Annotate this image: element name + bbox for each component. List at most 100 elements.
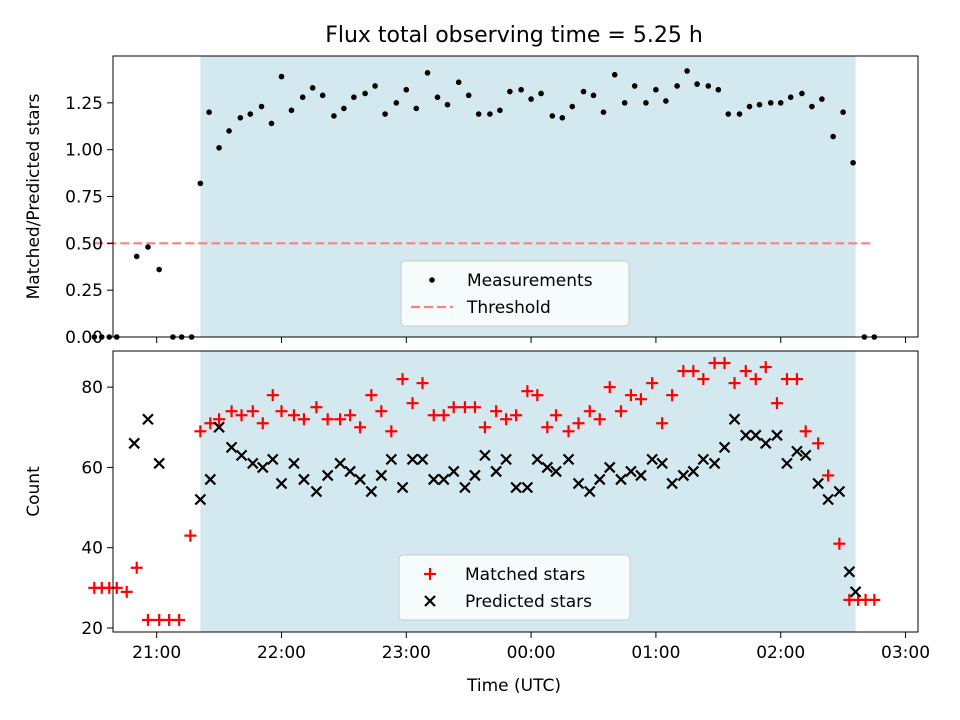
predicted-star-marker <box>298 473 310 486</box>
measurement-point <box>455 79 462 86</box>
predicted-star-marker <box>833 485 846 498</box>
measurement-point <box>611 71 618 78</box>
predicted-star-marker <box>728 413 741 426</box>
ratio-y-tick-label: 0.75 <box>65 188 103 208</box>
predicted-star-marker <box>153 457 165 470</box>
predicted-star-marker <box>479 449 491 462</box>
measurement-point <box>444 101 451 108</box>
predicted-star-marker <box>849 586 862 598</box>
predicted-star-marker <box>625 465 637 478</box>
predicted-star-marker <box>791 445 803 458</box>
legend-predicted-label: Predicted stars <box>465 592 592 612</box>
measurement-point <box>362 90 368 97</box>
measurement-point <box>694 81 700 87</box>
predicted-star-marker <box>550 465 562 478</box>
matched-star-marker <box>468 401 481 414</box>
measurement-point <box>507 88 513 95</box>
predicted-star-marker <box>142 413 154 426</box>
predicted-star-marker <box>194 493 207 506</box>
measurement-point <box>528 96 534 102</box>
predicted-star-marker <box>583 485 596 498</box>
chart-title: Flux total observing time = 5.25 h <box>325 23 703 48</box>
matched-star-marker <box>833 537 846 550</box>
measurement-point <box>98 334 105 340</box>
count-x-tick-label: 22:00 <box>257 643 306 663</box>
matched-star-marker <box>225 405 238 418</box>
matched-star-marker <box>365 389 378 402</box>
matched-star-marker <box>120 585 133 598</box>
measurement-point <box>206 109 212 115</box>
count-x-tick-label: 03:00 <box>881 643 930 663</box>
count-axes-frame <box>112 350 919 633</box>
predicted-star-marker <box>266 453 279 466</box>
matched-star-marker <box>562 425 575 438</box>
matched-star-marker <box>194 425 207 438</box>
predicted-star-marker <box>459 481 471 494</box>
predicted-star-marker <box>310 485 323 498</box>
measurement-point <box>621 100 628 106</box>
predicted-star-marker <box>572 477 585 490</box>
measurement-point <box>133 253 140 260</box>
legend-predicted-marker <box>424 595 436 607</box>
predicted-star-marker <box>288 457 300 470</box>
measurement-point <box>216 144 222 151</box>
measurement-point <box>819 96 825 102</box>
matched-star-marker <box>728 377 741 390</box>
predicted-star-marker <box>635 469 647 482</box>
count-y-tick-label: 20 <box>81 619 103 639</box>
measurement-point <box>372 83 378 89</box>
predicted-star-marker <box>771 429 783 442</box>
matched-star-marker <box>235 409 248 422</box>
matched-star-marker <box>634 393 647 406</box>
measurement-point <box>590 92 597 99</box>
matched-star-marker <box>310 401 323 414</box>
matched-star-marker <box>593 413 606 426</box>
predicted-star-marker <box>615 473 627 486</box>
matched-star-marker <box>749 373 762 386</box>
predicted-star-marker <box>375 469 388 482</box>
measurement-point <box>569 103 576 110</box>
measurement-point <box>288 107 295 114</box>
predicted-star-marker <box>225 441 238 454</box>
measurement-point <box>746 103 753 110</box>
matched-star-marker <box>759 361 772 374</box>
predicted-star-marker <box>437 473 450 486</box>
measurement-point <box>684 68 690 74</box>
matched-star-marker <box>213 413 226 426</box>
ratio-y-label: Matched/Predicted stars <box>24 93 44 299</box>
predicted-star-marker <box>235 449 248 462</box>
matched-star-marker <box>614 405 627 418</box>
predicted-star-marker <box>781 457 793 470</box>
predicted-star-marker <box>354 473 366 486</box>
legend-matched-label: Matched stars <box>465 565 585 585</box>
matched-star-marker <box>868 593 881 606</box>
matched-star-marker <box>141 613 154 626</box>
measurement-point <box>600 109 607 115</box>
measurement-point <box>674 83 680 89</box>
measurement-point <box>725 111 732 117</box>
predicted-star-marker <box>396 481 409 494</box>
count-x-tick-label: 01:00 <box>631 643 680 663</box>
matched-star-marker <box>375 405 388 418</box>
count-legend-box <box>398 554 631 621</box>
measurement-point <box>580 88 587 95</box>
predicted-star-marker <box>490 465 502 478</box>
predicted-star-marker <box>749 429 762 442</box>
count-y-tick-label: 40 <box>81 539 103 559</box>
measurement-point <box>549 113 556 119</box>
matched-star-marker <box>385 425 398 438</box>
count-x-tick-label: 21:00 <box>132 643 181 663</box>
predicted-star-marker <box>321 469 334 482</box>
matched-star-marker <box>266 389 279 402</box>
count-panel: 20 40 60 80 21:00 22:00 23:00 00:00 01:00 02:00 0… <box>24 350 930 696</box>
matched-star-marker <box>697 373 710 386</box>
predicted-star-marker <box>697 453 710 466</box>
predicted-star-marker <box>256 461 269 474</box>
matched-star-marker <box>521 385 534 398</box>
matched-star-marker <box>510 409 523 422</box>
count-y-label: Count <box>24 466 44 517</box>
predicted-star-marker <box>500 453 512 466</box>
ratio-y-tick-label: 1.00 <box>65 141 103 161</box>
predicted-star-marker <box>799 449 812 462</box>
predicted-star-marker <box>687 465 700 478</box>
